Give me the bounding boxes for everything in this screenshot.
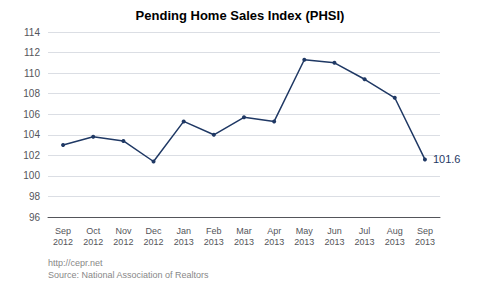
svg-text:Apr: Apr: [267, 226, 281, 236]
svg-text:Aug: Aug: [387, 226, 403, 236]
svg-text:2013: 2013: [264, 237, 284, 247]
svg-text:98: 98: [29, 191, 41, 202]
svg-text:102: 102: [23, 150, 40, 161]
svg-text:May: May: [296, 226, 314, 236]
svg-text:2012: 2012: [113, 237, 133, 247]
svg-text:Pending Home Sales Index (PHSI: Pending Home Sales Index (PHSI): [136, 8, 345, 23]
svg-text:2013: 2013: [385, 237, 405, 247]
svg-text:96: 96: [29, 212, 41, 223]
svg-text:2013: 2013: [415, 237, 435, 247]
svg-text:Jan: Jan: [176, 226, 191, 236]
svg-text:Sep: Sep: [417, 226, 433, 236]
svg-text:114: 114: [24, 27, 40, 38]
svg-text:Jun: Jun: [327, 226, 342, 236]
svg-text:Mar: Mar: [236, 226, 252, 236]
svg-text:106: 106: [23, 109, 40, 120]
svg-text:110: 110: [24, 68, 40, 79]
svg-text:2013: 2013: [234, 237, 254, 247]
svg-text:2013: 2013: [174, 237, 194, 247]
svg-text:100: 100: [23, 170, 40, 181]
svg-text:2012: 2012: [144, 237, 164, 247]
svg-text:101.6: 101.6: [433, 153, 461, 165]
svg-text:2013: 2013: [204, 237, 224, 247]
svg-text:2012: 2012: [83, 237, 103, 247]
svg-text:Oct: Oct: [86, 226, 101, 236]
svg-text:2013: 2013: [324, 237, 344, 247]
svg-text:Dec: Dec: [146, 226, 163, 236]
svg-text:2012: 2012: [53, 237, 73, 247]
svg-text:Jul: Jul: [359, 226, 371, 236]
svg-text:104: 104: [23, 129, 40, 140]
svg-text:2013: 2013: [355, 237, 375, 247]
svg-text:108: 108: [23, 88, 40, 99]
svg-text:Sep: Sep: [55, 226, 71, 236]
svg-text:112: 112: [24, 47, 40, 58]
svg-text:Nov: Nov: [115, 226, 132, 236]
svg-text:Feb: Feb: [206, 226, 222, 236]
svg-text:Source: National Association o: Source: National Association of Realtors: [48, 270, 209, 280]
svg-text:http://cepr.net: http://cepr.net: [48, 258, 103, 268]
svg-text:2013: 2013: [294, 237, 314, 247]
